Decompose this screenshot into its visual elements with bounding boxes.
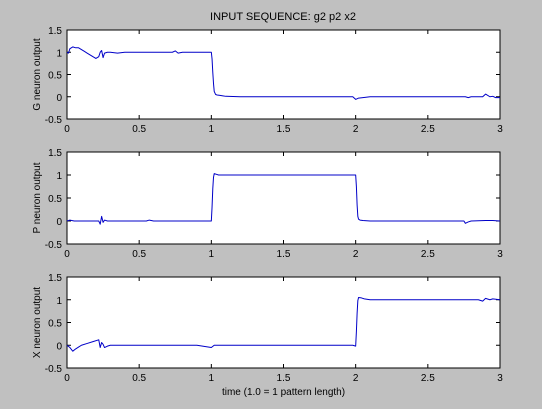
- plot-area: [66, 29, 501, 120]
- x-tick-label: 3: [497, 124, 503, 135]
- x-tick-label: 1: [209, 373, 215, 384]
- axes-layer: 0 0.5 1 1.5 2 2.5 3-0.500.511.5G neuron output…: [32, 26, 503, 398]
- x-tick-label: 2.5: [421, 124, 435, 135]
- y-tick-label: 1.5: [48, 148, 62, 159]
- chart-axes-1: 0 0.5 1 1.5 2 2.5 3-0.500.511.5G neuron output: [32, 26, 503, 135]
- series-line-1: [66, 173, 501, 225]
- chart-axes-3: 0 0.5 1 1.5 2 2.5 3-0.500.511.5X neuron output…: [32, 273, 503, 398]
- x-tick-label: 1: [209, 124, 215, 135]
- series-line-1: [66, 46, 500, 100]
- x-tick-label: 2: [353, 249, 359, 260]
- x-tick-label: 0: [64, 373, 70, 384]
- x-tick-label: 0.5: [132, 124, 146, 135]
- plot-area: [66, 151, 501, 245]
- y-tick-label: -0.5: [45, 240, 63, 251]
- x-tick-label: 3: [497, 249, 503, 260]
- y-tick-label: 0.5: [48, 71, 62, 82]
- y-tick-label: 0: [56, 341, 62, 352]
- plot-area: [66, 276, 501, 369]
- x-tick-label: 1.5: [277, 249, 291, 260]
- y-tick-label: 0.5: [48, 319, 62, 330]
- x-tick-label: 2: [353, 124, 359, 135]
- x-tick-label: 1.5: [277, 124, 291, 135]
- x-tick-label: 0: [64, 249, 70, 260]
- x-tick-label: 2: [353, 373, 359, 384]
- x-tick-label: 0.5: [132, 373, 146, 384]
- y-tick-label: 0: [56, 93, 62, 104]
- y-axis-label: P neuron output: [32, 162, 43, 233]
- y-tick-label: 1: [56, 296, 62, 307]
- y-tick-label: -0.5: [45, 364, 63, 375]
- y-axis-label: X neuron output: [32, 287, 43, 358]
- y-tick-label: 1: [56, 171, 62, 182]
- y-tick-label: 1.5: [48, 273, 62, 284]
- y-tick-label: 1: [56, 48, 62, 59]
- y-tick-label: 0.5: [48, 194, 62, 205]
- x-tick-label: 1.5: [277, 373, 291, 384]
- y-tick-label: -0.5: [45, 115, 63, 126]
- series-line-1: [66, 296, 501, 352]
- y-axis-label: G neuron output: [32, 38, 43, 110]
- x-tick-label: 1: [209, 249, 215, 260]
- y-tick-label: 0: [56, 217, 62, 228]
- y-tick-label: 1.5: [48, 26, 62, 37]
- chart-axes-2: 0 0.5 1 1.5 2 2.5 3-0.500.511.5P neuron output: [32, 148, 503, 260]
- x-tick-label: 0: [64, 124, 70, 135]
- x-tick-label: 2.5: [421, 373, 435, 384]
- x-axis-label: time (1.0 = 1 pattern length): [222, 387, 345, 398]
- x-tick-label: 3: [497, 373, 503, 384]
- figure-title: INPUT SEQUENCE: g2 p2 x2: [210, 11, 356, 23]
- x-tick-label: 2.5: [421, 249, 435, 260]
- x-tick-label: 0.5: [132, 249, 146, 260]
